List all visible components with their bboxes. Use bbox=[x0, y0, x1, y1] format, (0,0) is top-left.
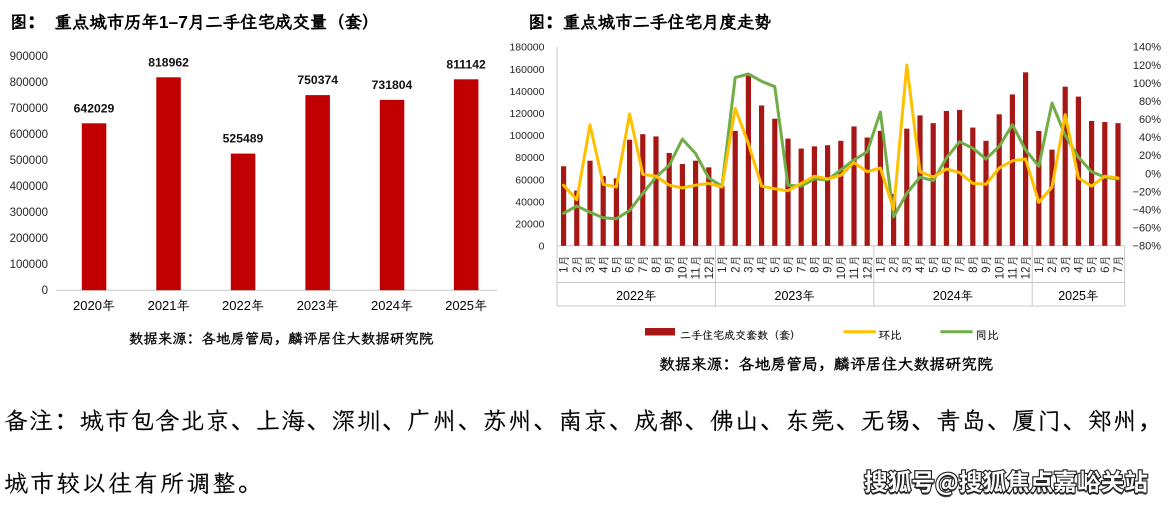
svg-text:200000: 200000 bbox=[10, 233, 48, 245]
svg-text:900000: 900000 bbox=[10, 51, 48, 63]
svg-text:2024: 2024 bbox=[933, 289, 961, 303]
svg-text:8: 8 bbox=[968, 266, 980, 272]
svg-text:7: 7 bbox=[1113, 266, 1125, 272]
svg-text:160000: 160000 bbox=[509, 64, 544, 76]
svg-text:9: 9 bbox=[823, 266, 835, 272]
svg-text:818962: 818962 bbox=[148, 55, 189, 69]
svg-text:40000: 40000 bbox=[515, 196, 544, 208]
svg-text:3: 3 bbox=[585, 266, 597, 272]
svg-text:2: 2 bbox=[730, 266, 742, 272]
svg-text:7: 7 bbox=[638, 266, 650, 272]
svg-text:120%: 120% bbox=[1133, 60, 1161, 72]
svg-text:2025: 2025 bbox=[445, 298, 474, 313]
svg-text:2022: 2022 bbox=[616, 289, 644, 303]
svg-text:731804: 731804 bbox=[372, 78, 413, 92]
svg-text:3: 3 bbox=[1060, 266, 1072, 272]
svg-text:11: 11 bbox=[691, 267, 703, 279]
svg-text:0: 0 bbox=[42, 285, 48, 297]
svg-text:7: 7 bbox=[796, 266, 808, 272]
svg-text:811142: 811142 bbox=[446, 57, 486, 71]
svg-text:5: 5 bbox=[1087, 266, 1099, 272]
svg-text:100000: 100000 bbox=[509, 130, 544, 142]
svg-text:700000: 700000 bbox=[10, 103, 48, 115]
svg-text:6: 6 bbox=[783, 266, 795, 272]
svg-text:2023: 2023 bbox=[775, 289, 803, 303]
svg-text:6: 6 bbox=[942, 266, 954, 272]
svg-text:2021: 2021 bbox=[148, 298, 177, 313]
svg-text:2020: 2020 bbox=[73, 298, 102, 313]
svg-text:5: 5 bbox=[612, 266, 624, 272]
svg-text:1: 1 bbox=[876, 266, 888, 272]
svg-text:4: 4 bbox=[1074, 266, 1086, 273]
svg-text:1: 1 bbox=[559, 266, 571, 272]
svg-text:8: 8 bbox=[651, 266, 663, 272]
svg-text:12: 12 bbox=[1021, 267, 1033, 280]
svg-text:3: 3 bbox=[744, 266, 756, 272]
svg-text:2024: 2024 bbox=[371, 298, 400, 313]
svg-text:300000: 300000 bbox=[10, 207, 48, 219]
svg-text:642029: 642029 bbox=[74, 101, 115, 115]
svg-text:11: 11 bbox=[849, 267, 861, 279]
svg-text:1–7: 1–7 bbox=[159, 12, 188, 32]
svg-text:4: 4 bbox=[915, 266, 927, 273]
svg-text:−60%: −60% bbox=[1133, 223, 1162, 235]
svg-text:−20%: −20% bbox=[1133, 186, 1162, 198]
svg-text:525489: 525489 bbox=[223, 132, 264, 146]
svg-text:120000: 120000 bbox=[509, 108, 544, 120]
svg-text:0: 0 bbox=[539, 241, 545, 253]
svg-text:80%: 80% bbox=[1139, 96, 1161, 108]
svg-text:11: 11 bbox=[1008, 267, 1020, 279]
svg-text:0%: 0% bbox=[1145, 168, 1161, 180]
svg-text:800000: 800000 bbox=[10, 77, 48, 89]
svg-text:−80%: −80% bbox=[1133, 241, 1162, 253]
svg-text:20%: 20% bbox=[1139, 150, 1161, 162]
svg-text:100000: 100000 bbox=[10, 259, 48, 271]
svg-text:2025: 2025 bbox=[1058, 289, 1086, 303]
svg-text:2: 2 bbox=[572, 266, 584, 272]
svg-text:60000: 60000 bbox=[515, 174, 544, 186]
svg-text:5: 5 bbox=[770, 266, 782, 272]
svg-text:10: 10 bbox=[678, 267, 690, 280]
svg-text:750374: 750374 bbox=[297, 73, 338, 87]
svg-text:600000: 600000 bbox=[10, 129, 48, 141]
svg-text:7: 7 bbox=[955, 266, 967, 272]
svg-text:12: 12 bbox=[704, 267, 716, 280]
svg-text:12: 12 bbox=[862, 267, 874, 280]
svg-text:6: 6 bbox=[1100, 266, 1112, 272]
svg-text:2: 2 bbox=[889, 266, 901, 272]
svg-text:100%: 100% bbox=[1133, 78, 1161, 90]
svg-text:2022: 2022 bbox=[222, 298, 251, 313]
svg-text:5: 5 bbox=[928, 266, 940, 272]
svg-text:1: 1 bbox=[1034, 266, 1046, 272]
svg-text:140%: 140% bbox=[1133, 42, 1161, 54]
svg-text:1: 1 bbox=[717, 266, 729, 272]
svg-text:4: 4 bbox=[598, 266, 610, 273]
svg-text:20000: 20000 bbox=[515, 219, 544, 231]
svg-text:180000: 180000 bbox=[509, 42, 544, 54]
svg-text:9: 9 bbox=[981, 266, 993, 272]
svg-text:40%: 40% bbox=[1139, 132, 1161, 144]
svg-text:80000: 80000 bbox=[515, 152, 544, 164]
svg-text:500000: 500000 bbox=[10, 155, 48, 167]
svg-text:3: 3 bbox=[902, 266, 914, 272]
svg-text:60%: 60% bbox=[1139, 114, 1161, 126]
svg-text:10: 10 bbox=[994, 267, 1006, 280]
svg-text:6: 6 bbox=[625, 266, 637, 272]
svg-text:−40%: −40% bbox=[1133, 204, 1162, 216]
svg-text:9: 9 bbox=[664, 266, 676, 272]
svg-text:140000: 140000 bbox=[509, 86, 544, 98]
svg-text:4: 4 bbox=[757, 266, 769, 273]
svg-text:8: 8 bbox=[810, 266, 822, 272]
svg-text:400000: 400000 bbox=[10, 181, 48, 193]
svg-text:10: 10 bbox=[836, 267, 848, 280]
svg-text:2023: 2023 bbox=[297, 298, 326, 313]
svg-text:2: 2 bbox=[1047, 266, 1059, 272]
